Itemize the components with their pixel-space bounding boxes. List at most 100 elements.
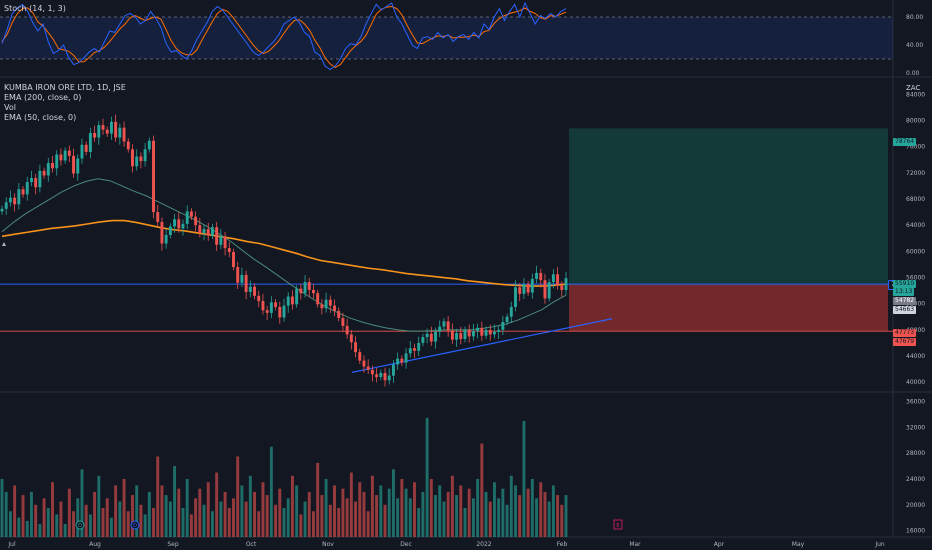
candle (446, 321, 450, 331)
candle (210, 227, 214, 236)
candle (522, 284, 526, 294)
candle (189, 211, 193, 217)
candle (109, 121, 113, 134)
candle (194, 216, 198, 226)
volume-y-tick: 32000 (906, 424, 925, 431)
volume-bar (177, 488, 181, 537)
candle (97, 125, 101, 138)
candle (349, 334, 353, 343)
candle (509, 306, 513, 317)
volume-bar (497, 498, 501, 537)
volume-bar (341, 488, 345, 537)
entry-price-tag-2: 54663 (893, 306, 917, 314)
candle (257, 295, 261, 302)
volume-bar (438, 485, 442, 537)
stop-price-tag-2: 47679 (893, 338, 917, 346)
candle (312, 289, 315, 294)
volume-bar (265, 495, 269, 537)
candle (30, 178, 33, 183)
candle (139, 156, 143, 162)
candle (307, 282, 311, 290)
volume-bar (286, 498, 290, 537)
x-tick-label: Dec (400, 541, 412, 548)
candle (530, 278, 534, 293)
candle (471, 331, 475, 337)
candle (358, 352, 362, 361)
volume-bar (185, 479, 189, 537)
candle (286, 296, 290, 306)
volume-bar (25, 520, 29, 537)
candle (177, 219, 181, 229)
volume-bar (101, 508, 105, 537)
candle (551, 274, 555, 283)
candle (156, 212, 160, 222)
candle (215, 227, 219, 245)
candle (463, 329, 467, 340)
candle (8, 197, 12, 203)
stoch-legend: Stoch (14, 1, 3) (4, 4, 66, 14)
candle (13, 197, 17, 205)
candle (387, 375, 391, 381)
candle (105, 129, 109, 134)
candle (114, 121, 118, 138)
candle (25, 182, 29, 195)
candle (396, 358, 400, 365)
volume-bar (425, 417, 429, 537)
candle (370, 369, 374, 375)
volume-bar (303, 501, 307, 537)
volume-bar (278, 488, 282, 537)
volume-bar (210, 511, 214, 537)
candle (0, 208, 4, 212)
volume-bar (429, 479, 433, 537)
candle (93, 132, 97, 138)
stoch-band (0, 17, 893, 59)
volume-bar (488, 501, 492, 537)
candle (72, 155, 76, 174)
candle (337, 310, 341, 319)
candle (38, 170, 42, 188)
candle (379, 373, 383, 377)
volume-bar (63, 524, 67, 537)
volume-bar (88, 514, 92, 537)
volume-bar (97, 475, 101, 537)
volume-bar (219, 501, 223, 537)
volume-bar (17, 517, 21, 537)
price-y-tick: 60000 (906, 248, 925, 255)
volume-bar (396, 498, 400, 537)
volume-bar (198, 488, 202, 537)
candle (497, 329, 501, 332)
stoch-d-line (1, 5, 567, 68)
stoch-k-line (1, 1, 567, 71)
candle (51, 163, 54, 169)
volume-bar (202, 504, 206, 537)
volume-bar (13, 485, 17, 537)
volume-bar (307, 491, 311, 537)
price-y-tick: 64000 (906, 222, 925, 229)
volume-bar (463, 508, 467, 537)
volume-bar (560, 504, 564, 537)
price-y-tick: 40000 (906, 379, 925, 386)
candle (476, 327, 480, 332)
volume-bar (173, 466, 177, 537)
volume-bar (345, 498, 349, 537)
candle (467, 329, 471, 337)
candle (240, 274, 244, 283)
volume-bar (232, 498, 235, 537)
volume-bar (72, 511, 76, 537)
volume-bar (421, 491, 425, 537)
volume-bar (471, 498, 475, 537)
candle (480, 327, 484, 336)
candle (118, 127, 122, 138)
candle (84, 144, 88, 152)
volume-bar (147, 491, 151, 537)
candle (122, 127, 126, 142)
x-tick-label: Jun (874, 541, 885, 548)
candle (143, 149, 147, 162)
candle (76, 158, 80, 174)
x-tick-label: Oct (246, 541, 257, 548)
candle (375, 374, 379, 377)
candle (219, 236, 223, 245)
volume-bar (244, 501, 248, 537)
volume-bar (67, 488, 71, 537)
